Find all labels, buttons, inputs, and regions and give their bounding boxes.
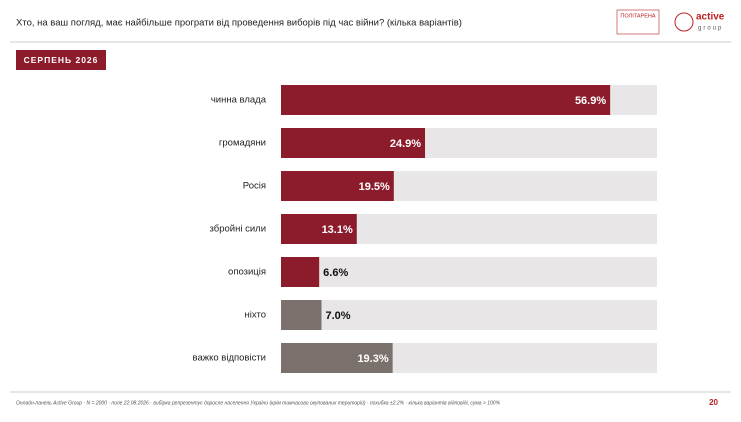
value-label: 24.9% <box>390 138 421 150</box>
category-label: чинна влада <box>211 95 267 106</box>
period-label: СЕРПЕНЬ 2026 <box>24 55 99 65</box>
chart-title: Хто, на ваш погляд, має найбільше програ… <box>16 18 462 29</box>
bar <box>281 171 394 201</box>
logo-group: group <box>698 26 723 32</box>
period-box <box>16 50 106 70</box>
logo-icon <box>674 12 694 32</box>
footnote: Онлайн-панель Active Group · N = 2000 · … <box>16 399 501 406</box>
value-label: 56.9% <box>575 95 606 107</box>
value-label: 7.0% <box>325 310 350 322</box>
bar-track <box>281 300 657 330</box>
value-label: 19.5% <box>359 181 390 193</box>
category-label: опозиція <box>228 267 266 278</box>
category-label: ніхто <box>244 310 266 321</box>
logo-frame <box>616 9 660 35</box>
category-label: збройні сили <box>210 224 266 235</box>
bar <box>281 257 320 287</box>
category-label: важко відповісти <box>193 353 266 364</box>
logo-politarena: ПОЛІТАРЕНА <box>620 13 655 19</box>
logo-active: active <box>696 12 725 23</box>
bar-track <box>281 257 657 287</box>
bar <box>281 343 393 373</box>
category-label: Росія <box>243 181 266 192</box>
bar <box>281 214 357 244</box>
bar <box>281 85 611 115</box>
bar <box>281 128 426 158</box>
value-label: 13.1% <box>322 224 353 236</box>
category-label: громадяни <box>219 138 266 149</box>
page-number: 20 <box>709 398 718 407</box>
value-label: 19.3% <box>357 353 388 365</box>
bar <box>281 300 322 330</box>
value-label: 6.6% <box>323 267 348 279</box>
